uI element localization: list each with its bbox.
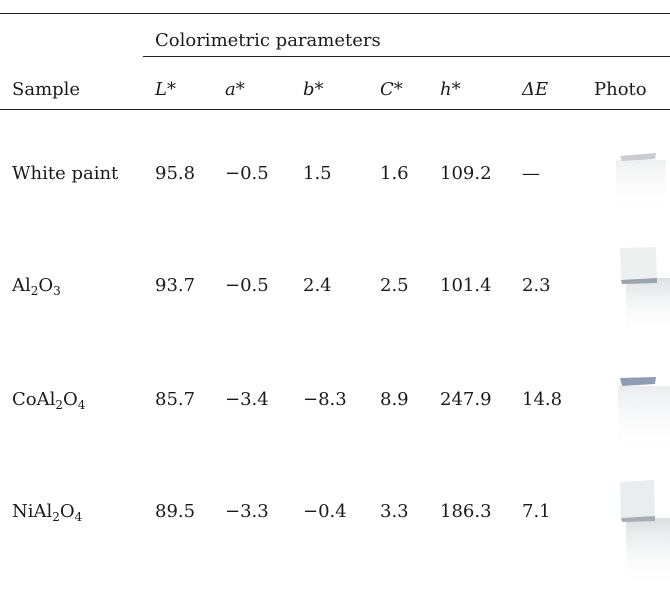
col-header-b: b*	[303, 79, 324, 100]
header-bottom-rule	[0, 109, 670, 110]
row1-a: −0.5	[225, 163, 269, 184]
row1-C: 1.6	[380, 163, 409, 184]
row1-dE: —	[522, 163, 540, 184]
col-header-photo: Photo	[594, 79, 647, 100]
row3-L: 85.7	[155, 389, 196, 410]
col-header-sample: Sample	[12, 79, 81, 100]
row2-b: 2.4	[303, 275, 332, 296]
row3-C: 8.9	[380, 389, 409, 410]
al2o3-swatch-edge	[621, 278, 657, 284]
row2-L: 93.7	[155, 275, 196, 296]
row4-C: 3.3	[380, 501, 409, 522]
row-sample-coal2o4: CoAl2O4	[12, 389, 86, 412]
table-top-rule	[0, 13, 670, 15]
photo-coal2o4	[618, 377, 670, 456]
al2o3-swatch	[620, 247, 657, 280]
col-header-C: C*	[380, 79, 403, 100]
col-header-a: a*	[225, 79, 245, 100]
photo-al2o3	[620, 247, 670, 336]
photo-white-paint	[616, 153, 666, 215]
col-header-h: h*	[440, 79, 461, 100]
coal2o4-swatch	[620, 377, 656, 386]
row3-h: 247.9	[440, 389, 492, 410]
group-header: Colorimetric parameters	[155, 30, 381, 51]
col-header-dE: ΔE	[522, 79, 549, 100]
row1-b: 1.5	[303, 163, 332, 184]
nial2o4-swatch-edge	[621, 516, 655, 522]
row4-a: −3.3	[225, 501, 269, 522]
row3-b: −8.3	[303, 389, 347, 410]
row4-L: 89.5	[155, 501, 196, 522]
row1-L: 95.8	[155, 163, 196, 184]
col-header-L: L*	[155, 79, 176, 100]
row2-h: 101.4	[440, 275, 492, 296]
row2-dE: 2.3	[522, 275, 551, 296]
row-sample-white-paint: White paint	[12, 163, 119, 184]
row3-a: −3.4	[225, 389, 269, 410]
row3-dE: 14.8	[522, 389, 563, 410]
row4-dE: 7.1	[522, 501, 551, 522]
row-sample-al2o3: Al2O3	[12, 275, 61, 298]
row2-C: 2.5	[380, 275, 409, 296]
row4-h: 186.3	[440, 501, 492, 522]
white-paint-swatch	[620, 153, 656, 161]
row2-a: −0.5	[225, 275, 269, 296]
nial2o4-swatch	[620, 480, 655, 518]
row4-b: −0.4	[303, 501, 347, 522]
group-header-rule	[143, 56, 670, 57]
row1-h: 109.2	[440, 163, 492, 184]
row-sample-nial2o4: NiAl2O4	[12, 501, 83, 524]
photo-nial2o4	[620, 480, 670, 588]
